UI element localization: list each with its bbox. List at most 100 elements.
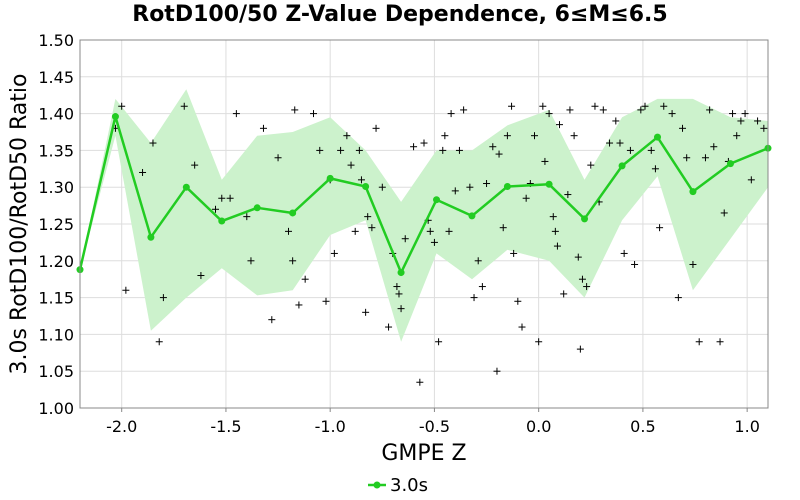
scatter-point xyxy=(549,213,557,221)
scatter-point xyxy=(535,338,543,346)
scatter-point xyxy=(514,297,522,305)
band-layer xyxy=(80,89,768,342)
scatter-point xyxy=(574,253,582,261)
scatter-point xyxy=(518,323,526,331)
scatter-point xyxy=(385,323,393,331)
scatter-point xyxy=(499,224,507,232)
scatter-point xyxy=(737,117,745,125)
scatter-point xyxy=(720,209,728,217)
scatter-point xyxy=(503,132,511,140)
scatter-point xyxy=(651,165,659,173)
series-point xyxy=(503,182,511,190)
scatter-point xyxy=(545,110,553,118)
series-point xyxy=(326,174,334,182)
scatter-point xyxy=(295,301,303,309)
scatter-point xyxy=(274,154,282,162)
scatter-point xyxy=(576,345,584,353)
scatter-point xyxy=(683,154,691,162)
legend-marker-swatch xyxy=(373,481,381,489)
scatter-point xyxy=(316,146,324,154)
series-point xyxy=(218,217,226,225)
scatter-point xyxy=(695,338,703,346)
scatter-point xyxy=(539,102,547,110)
scatter-point xyxy=(259,124,267,132)
confidence-band xyxy=(80,89,768,342)
y-tick-label: 1.10 xyxy=(38,325,74,344)
scatter-point xyxy=(510,249,518,257)
scatter-point xyxy=(393,283,401,291)
scatter-point xyxy=(660,102,668,110)
scatter-point xyxy=(291,106,299,114)
x-tick-label: -1.0 xyxy=(315,417,346,436)
series-layer xyxy=(76,113,772,277)
scatter-point xyxy=(351,227,359,235)
scatter-point xyxy=(347,161,355,169)
scatter-point xyxy=(710,143,718,151)
scatter-point xyxy=(583,283,591,291)
scatter-point xyxy=(530,132,538,140)
series-point xyxy=(147,233,155,241)
y-tick-label: 1.15 xyxy=(38,289,74,308)
scatter-point xyxy=(149,139,157,147)
x-tick-label: 1.0 xyxy=(734,417,759,436)
scatter-point xyxy=(289,257,297,265)
scatter-point xyxy=(668,110,676,118)
scatter-point xyxy=(541,157,549,165)
scatter-point xyxy=(616,139,624,147)
scatter-point xyxy=(451,187,459,195)
scatter-point xyxy=(355,146,363,154)
scatter-point xyxy=(372,124,380,132)
scatter-point xyxy=(118,102,126,110)
y-tick-label: 1.25 xyxy=(38,215,74,234)
scatter-point xyxy=(466,183,474,191)
scatter-point xyxy=(656,224,664,232)
x-axis-label: GMPE Z xyxy=(381,441,466,466)
scatter-point xyxy=(337,146,345,154)
scatter-point xyxy=(268,316,276,324)
scatter-point xyxy=(191,161,199,169)
scatter-point xyxy=(401,235,409,243)
scatter-point xyxy=(441,132,449,140)
scatter-point xyxy=(556,121,564,129)
scatter-point xyxy=(395,290,403,298)
scatter-point xyxy=(455,146,463,154)
scatter-point xyxy=(310,110,318,118)
series-point xyxy=(111,113,119,121)
scatter-point xyxy=(416,378,424,386)
x-tick-label: 0.5 xyxy=(630,417,655,436)
scatter-point xyxy=(637,106,645,114)
chart-title: RotD100/50 Z-Value Dependence, 6≤M≤6.5 xyxy=(132,2,668,27)
scatter-point xyxy=(447,110,455,118)
scatter-point xyxy=(435,338,443,346)
scatter-point xyxy=(553,242,561,250)
scatter-point xyxy=(733,132,741,140)
series-point xyxy=(397,269,405,277)
y-tick-label: 1.35 xyxy=(38,141,74,160)
scatter-point xyxy=(495,150,503,158)
scatter-point xyxy=(430,238,438,246)
series-point xyxy=(289,209,297,217)
scatter-point xyxy=(591,102,599,110)
scatter-point xyxy=(322,297,330,305)
y-axis-label: 3.0s RotD100/RotD50 Ratio xyxy=(7,74,32,375)
scatter-point xyxy=(243,213,251,221)
y-tick-label: 1.00 xyxy=(38,399,74,418)
scatter-point xyxy=(420,139,428,147)
scatter-point xyxy=(226,194,234,202)
series-point xyxy=(618,162,626,170)
scatter-point xyxy=(754,117,762,125)
scatter-point xyxy=(343,132,351,140)
scatter-point xyxy=(301,275,309,283)
scatter-point xyxy=(284,227,292,235)
scatter-point xyxy=(620,249,628,257)
scatter-point xyxy=(362,308,370,316)
scatter-point xyxy=(606,139,614,147)
scatter-point xyxy=(729,110,737,118)
scatter-point xyxy=(689,260,697,268)
scatter-point xyxy=(122,286,130,294)
scatter-point xyxy=(364,213,372,221)
scatter-point xyxy=(578,275,586,283)
series-point xyxy=(545,180,553,188)
scatter-point xyxy=(218,194,226,202)
